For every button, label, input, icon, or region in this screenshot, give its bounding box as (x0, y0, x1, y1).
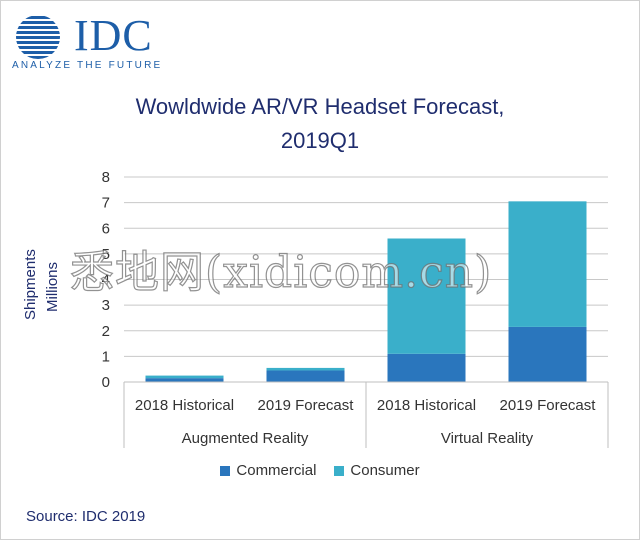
legend-swatch-consumer (334, 465, 345, 476)
legend-label-consumer: Consumer (350, 462, 420, 479)
x-group-label: Augmented Reality (182, 430, 309, 447)
bar-consumer (266, 367, 345, 371)
legend-label-commercial: Commercial (236, 462, 317, 479)
y-tick-label: 6 (102, 220, 110, 237)
x-category-label: 2018 Historical (377, 397, 476, 414)
logo-tagline: ANALYZE THE FUTURE (12, 60, 163, 71)
bar-commercial (508, 326, 587, 382)
legend-item-commercial: Commercial (220, 462, 316, 479)
legend-swatch-commercial (220, 465, 231, 476)
y-tick-label: 5 (102, 246, 110, 263)
y-tick-label: 8 (102, 169, 110, 186)
chart-legend: Commercial Consumer (0, 462, 640, 479)
chart-title-line-1: Wowldwide AR/VR Headset Forecast, (135, 94, 505, 119)
y-tick-label: 2 (102, 323, 110, 340)
x-category-label: 2019 Forecast (258, 397, 355, 414)
y-tick-label: 4 (102, 272, 110, 289)
bar-commercial (387, 353, 466, 382)
y-tick-label: 7 (102, 195, 110, 212)
y-tick-label: 0 (102, 374, 110, 391)
globe-icon (16, 16, 60, 59)
bar-commercial (145, 378, 224, 382)
logo-wordmark: IDC (74, 11, 153, 60)
y-tick-label: 3 (102, 297, 110, 314)
source-note: Source: IDC 2019 (26, 508, 146, 525)
chart-title: Wowldwide AR/VR Headset Forecast, 2019Q1 (60, 90, 580, 158)
bar-consumer (508, 201, 587, 327)
bar-consumer (145, 375, 224, 379)
idc-logo: IDC ANALYZE THE FUTURE (12, 12, 172, 74)
bar-commercial (266, 370, 345, 382)
bar-consumer (387, 238, 466, 354)
chart-title-line-2: 2019Q1 (280, 128, 360, 153)
x-group-label: Virtual Reality (441, 430, 534, 447)
x-category-label: 2018 Historical (135, 397, 234, 414)
x-category-label: 2019 Forecast (500, 397, 597, 414)
y-tick-label: 1 (102, 348, 110, 365)
legend-item-consumer: Consumer (334, 462, 420, 479)
